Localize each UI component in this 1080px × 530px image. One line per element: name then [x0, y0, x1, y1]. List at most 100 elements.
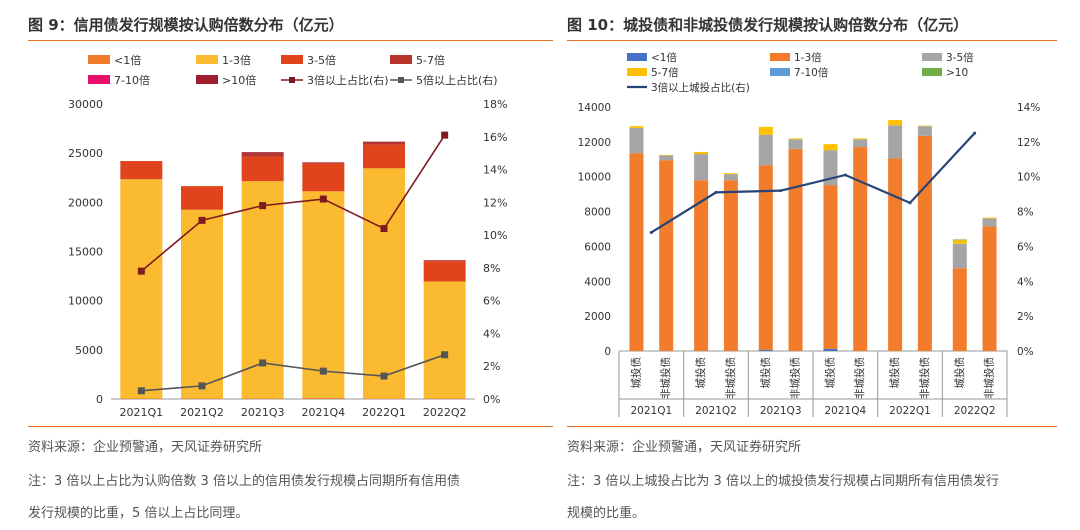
y-tick-label-5: 10000 [578, 172, 611, 184]
legend-swatch-1-0 [88, 55, 110, 64]
group-label-4: 2022Q1 [889, 405, 931, 417]
legend-label-5: >10 [946, 67, 968, 79]
left-chart-panel: 图 9：信用债发行规模按认购倍数分布（亿元） <1倍 1-3倍 3-5倍 5-7倍 7-… [28, 0, 553, 530]
y2-tick-label-3: 6% [1017, 241, 1034, 253]
x-tick-label-8: 城投债 [888, 357, 901, 389]
bar-6-series-2 [823, 150, 838, 186]
x-tick-label-4: 2022Q1 [362, 406, 406, 419]
legend-label-0: <1倍 [114, 53, 141, 67]
x-tick-label-3: 非城投债 [724, 357, 737, 399]
line-point-0-5 [973, 131, 977, 135]
y2-tick-label-4: 8% [1017, 207, 1034, 219]
bar-10-series-1 [952, 268, 967, 351]
y-tick-label-0: 0 [96, 393, 103, 406]
left-note-line-1: 注：3 倍以上占比为认购倍数 3 倍以上的信用债发行规模占同期所有信用债 [28, 474, 460, 489]
legend-swatch-5 [922, 68, 942, 76]
right-source-rule [567, 426, 1057, 427]
bar-8-series-1 [888, 158, 903, 351]
y2-tick-label-4: 8% [483, 262, 500, 275]
bar-11-series-1 [982, 226, 997, 351]
bar-0-series-3 [629, 126, 644, 128]
legend-swatch-5-7-3 [390, 55, 412, 64]
bar-4-series-2 [758, 134, 773, 166]
y2-tick-label-2: 4% [483, 327, 500, 340]
bar-7-series-3 [853, 138, 868, 140]
y2-tick-label-6: 12% [483, 196, 507, 209]
left-chart-title: 图 9：信用债发行规模按认购倍数分布（亿元） [28, 16, 344, 34]
legend-label-1: 1-3倍 [794, 51, 822, 64]
x-tick-label-11: 非城投债 [983, 357, 996, 399]
y2-tick-label-8: 16% [483, 131, 507, 144]
bar-7-series-1 [853, 147, 868, 351]
bar-6-series-1 [823, 185, 838, 349]
y2-tick-label-0: 0% [483, 393, 500, 406]
group-label-0: 2021Q1 [630, 405, 672, 417]
line-point-0-3 [319, 195, 327, 203]
line-point-1-3 [319, 367, 327, 375]
bar-2-series-1 [694, 180, 709, 351]
x-tick-label-7: 非城投债 [853, 357, 866, 399]
line-point-1-2 [259, 359, 267, 367]
y2-tick-label-1: 2% [483, 360, 500, 373]
bar-2-series-3 [694, 151, 709, 155]
x-tick-label-1: 2021Q2 [180, 406, 224, 419]
legend-swatch-2 [922, 53, 942, 61]
y-tick-label-1: 5000 [75, 344, 103, 357]
bar-11-series-3 [982, 217, 997, 219]
line-point-1-1 [198, 382, 206, 390]
legend-swatch-7-10-4 [88, 75, 110, 84]
bar-2022Q2-series-2 [423, 261, 466, 282]
y2-tick-label-2: 4% [1017, 276, 1034, 288]
x-tick-label-10: 城投债 [953, 357, 966, 389]
y-tick-label-2: 10000 [68, 295, 103, 308]
group-label-1: 2021Q2 [695, 405, 737, 417]
group-label-5: 2022Q2 [954, 405, 996, 417]
x-tick-label-5: 非城投债 [789, 357, 802, 399]
bar-2022Q1-series-2 [363, 144, 405, 169]
y-tick-label-4: 8000 [584, 207, 611, 219]
x-tick-label-5: 2022Q2 [423, 406, 467, 419]
group-label-3: 2021Q4 [824, 405, 866, 417]
bar-2021Q3-series-3 [241, 153, 284, 157]
y2-tick-label-9: 18% [483, 98, 507, 111]
x-tick-label-3: 2021Q4 [302, 406, 346, 419]
legend-swatch-10-5 [196, 75, 218, 84]
legend-label-2: 3-5倍 [946, 51, 974, 64]
y2-tick-label-0: 0% [1017, 346, 1034, 358]
bar-0-series-1 [629, 153, 644, 351]
y-tick-label-0: 0 [604, 346, 611, 358]
line-point-0-5 [441, 131, 449, 139]
y-tick-label-6: 12000 [578, 137, 611, 149]
bar-10-series-2 [952, 243, 967, 269]
bar-10-series-5 [952, 239, 967, 241]
bar-3-series-1 [723, 180, 738, 351]
bar-2021Q2-series-2 [181, 186, 223, 210]
line-point-0-0 [137, 267, 145, 275]
y2-tick-label-5: 10% [1017, 172, 1040, 184]
bar-2021Q4-series-3 [302, 162, 345, 164]
right-title-rule [567, 40, 1057, 41]
y2-tick-label-7: 14% [1017, 102, 1040, 114]
legend-swatch-4 [770, 68, 790, 76]
line-point-0-2 [259, 202, 267, 210]
bar-3-series-2 [723, 174, 738, 181]
bar-2021Q4-series-1 [302, 191, 345, 398]
legend-label-6: 3倍以上占比(右) [307, 73, 389, 87]
legend-label-4: 7-10倍 [794, 66, 829, 79]
right-note-line-1: 注：3 倍以上城投占比为 3 倍以上的城投债发行规模占同期所有信用债发行 [567, 474, 999, 489]
bar-2022Q1-series-0 [363, 398, 405, 399]
bar-2021Q4-series-2 [302, 163, 345, 192]
y-tick-label-3: 15000 [68, 246, 103, 259]
y2-tick-label-7: 14% [483, 164, 507, 177]
bar-2022Q1-series-5 [363, 141, 405, 143]
bar-2021Q2-series-1 [181, 209, 223, 399]
bar-2021Q3-series-5 [241, 152, 284, 154]
bar-9-series-3 [917, 125, 932, 127]
bar-2-series-2 [694, 154, 709, 181]
x-tick-label-2: 城投债 [694, 357, 707, 389]
line-point-0-4 [908, 201, 912, 205]
y2-tick-label-6: 12% [1017, 137, 1040, 149]
legend-label-0: <1倍 [651, 51, 677, 64]
x-tick-label-0: 2021Q1 [120, 406, 164, 419]
line-series-0 [140, 134, 446, 272]
